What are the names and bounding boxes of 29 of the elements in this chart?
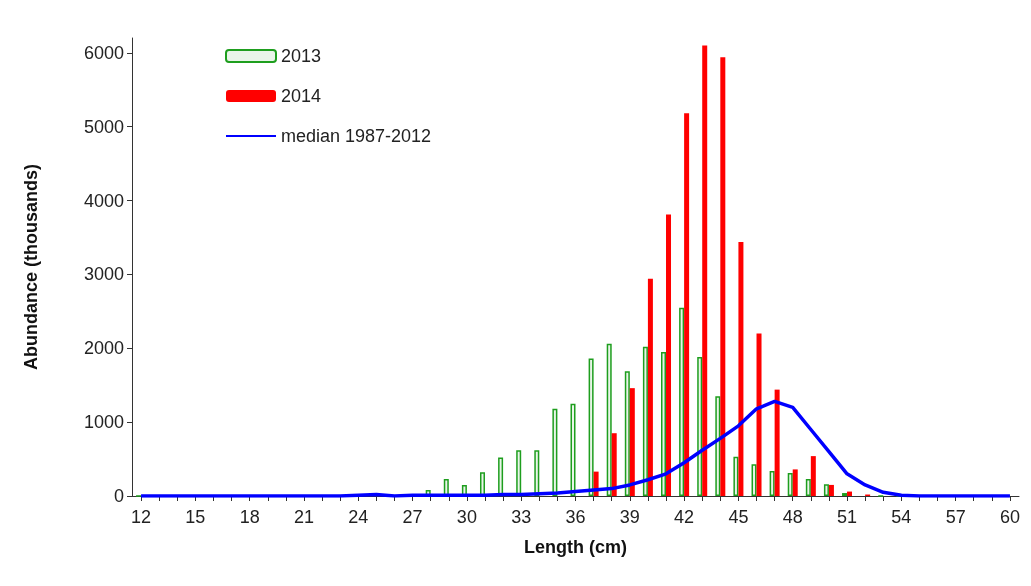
x-tick-label: 54 bbox=[891, 507, 912, 527]
x-tick-label: 24 bbox=[348, 507, 369, 527]
y-axis-title: Abundance (thousands) bbox=[21, 164, 41, 370]
x-tick-label: 21 bbox=[293, 507, 314, 527]
y-tick-label: 0 bbox=[113, 486, 124, 506]
x-tick-label: 27 bbox=[402, 507, 423, 527]
x-tick-label: 36 bbox=[565, 507, 586, 527]
legend-label: median 1987-2012 bbox=[281, 126, 432, 146]
x-tick-label: 30 bbox=[456, 507, 477, 527]
legend-label: 2013 bbox=[281, 46, 322, 66]
x-tick-label: 39 bbox=[619, 507, 640, 527]
x-tick-label: 51 bbox=[837, 507, 858, 527]
x-tick-label: 60 bbox=[999, 507, 1020, 527]
y-tick-label: 2000 bbox=[83, 338, 124, 359]
x-tick-label: 15 bbox=[185, 507, 206, 527]
x-tick-label: 45 bbox=[728, 507, 749, 527]
x-tick-label: 57 bbox=[945, 507, 966, 527]
x-axis-title: Length (cm) bbox=[524, 537, 627, 557]
x-tick-label: 18 bbox=[239, 507, 260, 527]
y-tick-label: 6000 bbox=[83, 42, 124, 63]
y-tick-label: 5000 bbox=[83, 116, 124, 137]
x-tick-label: 48 bbox=[782, 507, 803, 527]
x-tick-label: 33 bbox=[511, 507, 532, 527]
x-tick-label: 42 bbox=[674, 507, 695, 527]
y-tick-label: 1000 bbox=[83, 412, 124, 433]
legend-label: 2014 bbox=[281, 86, 322, 106]
x-tick-label: 12 bbox=[131, 507, 152, 527]
y-tick-label: 4000 bbox=[83, 190, 124, 211]
y-tick-label: 3000 bbox=[83, 264, 124, 285]
